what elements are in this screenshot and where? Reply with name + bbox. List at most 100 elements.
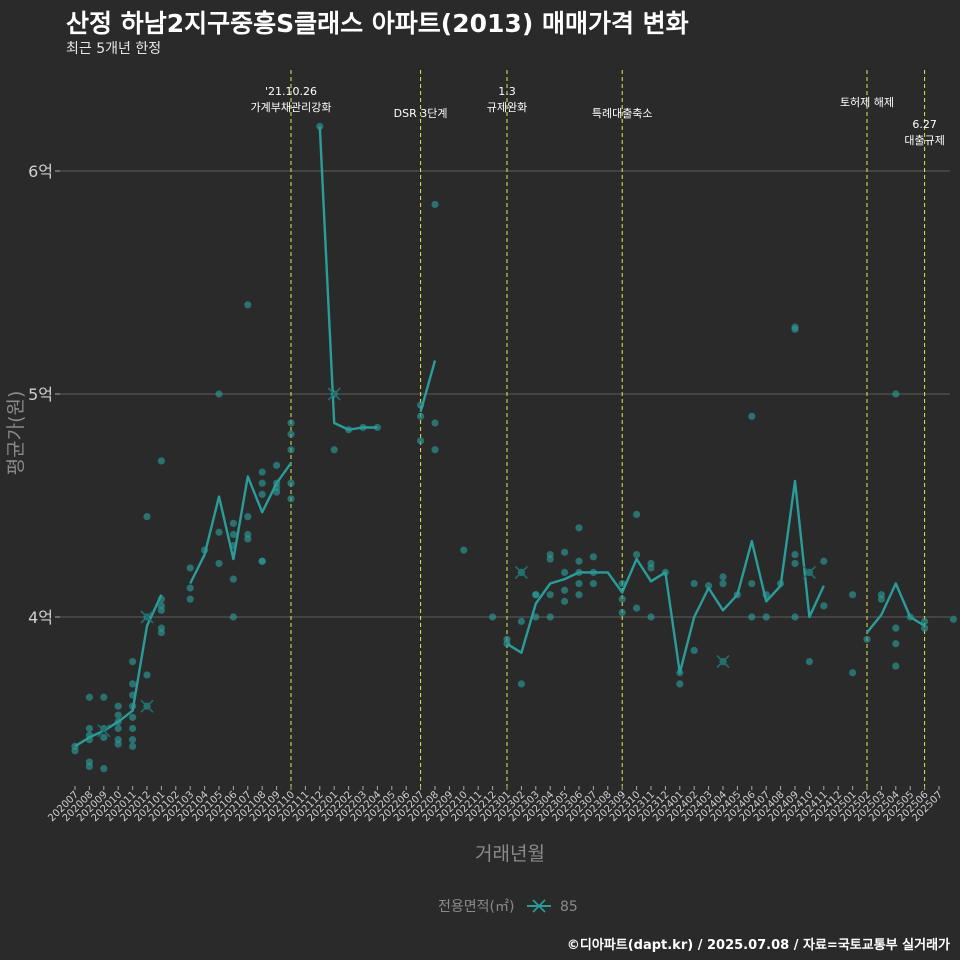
data-point bbox=[100, 765, 108, 773]
data-point bbox=[258, 490, 266, 498]
data-point bbox=[129, 736, 137, 744]
data-point bbox=[633, 604, 641, 612]
data-point bbox=[85, 724, 93, 733]
data-point bbox=[215, 528, 223, 536]
data-point bbox=[561, 586, 569, 594]
event-label: 특례대출축소 bbox=[592, 107, 653, 120]
data-point bbox=[748, 613, 756, 621]
data-point bbox=[791, 559, 799, 568]
x-axis-title: 거래년월 bbox=[475, 843, 545, 865]
data-point bbox=[575, 579, 583, 588]
data-point bbox=[589, 579, 598, 588]
data-point bbox=[417, 437, 425, 445]
legend-title: 전용면적(㎡) bbox=[438, 899, 514, 915]
data-point bbox=[273, 461, 281, 469]
data-point bbox=[791, 550, 799, 559]
data-point bbox=[215, 559, 223, 568]
data-point bbox=[719, 579, 727, 588]
data-point bbox=[157, 457, 165, 465]
event-label: '21.10.26 bbox=[265, 85, 317, 98]
event-label: 1.3 bbox=[498, 85, 516, 98]
data-point bbox=[489, 613, 497, 621]
data-point bbox=[532, 591, 540, 599]
data-point bbox=[575, 557, 583, 565]
chart-subtitle: 최근 5개년 한정 bbox=[66, 41, 162, 57]
data-point bbox=[186, 595, 194, 603]
y-tick-label: 4억 bbox=[28, 608, 53, 627]
event-label: 규제완화 bbox=[487, 101, 527, 114]
data-point bbox=[114, 702, 122, 710]
data-point bbox=[229, 575, 237, 583]
data-point bbox=[258, 557, 266, 565]
data-point bbox=[791, 613, 799, 621]
event-label: DSR 3단계 bbox=[394, 107, 448, 120]
data-point bbox=[892, 640, 900, 648]
data-point bbox=[949, 615, 958, 623]
series-line-85 bbox=[419, 360, 437, 413]
data-point bbox=[921, 624, 929, 632]
data-point bbox=[618, 595, 626, 603]
data-point bbox=[633, 550, 641, 559]
price-lines bbox=[74, 126, 926, 748]
data-point bbox=[546, 550, 554, 559]
data-point bbox=[633, 510, 641, 519]
data-point bbox=[287, 479, 295, 487]
data-point bbox=[431, 200, 439, 209]
data-point bbox=[229, 530, 237, 539]
data-point bbox=[561, 548, 569, 556]
scatter-points bbox=[71, 122, 958, 773]
legend-cross-key bbox=[532, 899, 546, 913]
data-point bbox=[877, 591, 886, 599]
data-point bbox=[575, 524, 583, 532]
data-point bbox=[143, 513, 151, 521]
data-point bbox=[215, 390, 223, 398]
y-tick-label: 5억 bbox=[28, 385, 53, 404]
data-point bbox=[431, 446, 439, 454]
data-point bbox=[892, 624, 900, 632]
data-point bbox=[618, 608, 626, 617]
axis-layer: 거래년월 평균가(원) bbox=[5, 391, 545, 865]
legend: 전용면적(㎡) 85 bbox=[438, 899, 578, 915]
data-point bbox=[186, 584, 194, 592]
data-point bbox=[287, 495, 295, 503]
data-point bbox=[85, 762, 93, 771]
legend-entry-85: 85 bbox=[560, 899, 578, 915]
data-point bbox=[258, 479, 266, 487]
data-point bbox=[647, 613, 655, 621]
data-point bbox=[748, 579, 756, 588]
data-point bbox=[532, 613, 540, 621]
data-point bbox=[820, 602, 828, 610]
data-point bbox=[690, 579, 698, 588]
data-point bbox=[503, 635, 511, 643]
data-point bbox=[561, 568, 569, 577]
event-label: 대출규제 bbox=[904, 134, 944, 147]
data-point bbox=[129, 742, 137, 750]
data-point bbox=[287, 446, 295, 454]
data-point bbox=[229, 519, 237, 527]
cross-marker bbox=[140, 610, 154, 624]
data-point bbox=[114, 711, 122, 719]
data-point bbox=[517, 680, 526, 688]
data-point bbox=[129, 713, 137, 721]
event-label: 토허제 해제 bbox=[840, 95, 894, 109]
data-point bbox=[129, 724, 137, 733]
data-point bbox=[676, 680, 684, 688]
data-point bbox=[849, 669, 857, 677]
event-lines: '21.10.26 가계부채관리강화 DSR 3단계 1.3 규제완화 특례대출축소 토허제… bbox=[251, 70, 945, 786]
data-point bbox=[229, 613, 237, 621]
series-line-85 bbox=[318, 126, 378, 431]
source-caption: ©디아파트(dapt.kr) / 2025.07.08 / 자료=국토교통부 실… bbox=[566, 938, 950, 953]
series-line-85 bbox=[506, 479, 825, 674]
data-point bbox=[892, 390, 900, 398]
data-point bbox=[417, 412, 425, 420]
data-point bbox=[114, 740, 122, 748]
series-line-85 bbox=[866, 582, 926, 634]
data-point bbox=[114, 724, 122, 733]
data-point bbox=[575, 591, 583, 599]
data-point bbox=[85, 693, 93, 701]
data-point bbox=[517, 617, 526, 626]
grid-layer: 4억5억6억2020072020082020092020102020112020… bbox=[28, 162, 950, 824]
data-point bbox=[863, 635, 871, 643]
data-point bbox=[258, 468, 266, 476]
